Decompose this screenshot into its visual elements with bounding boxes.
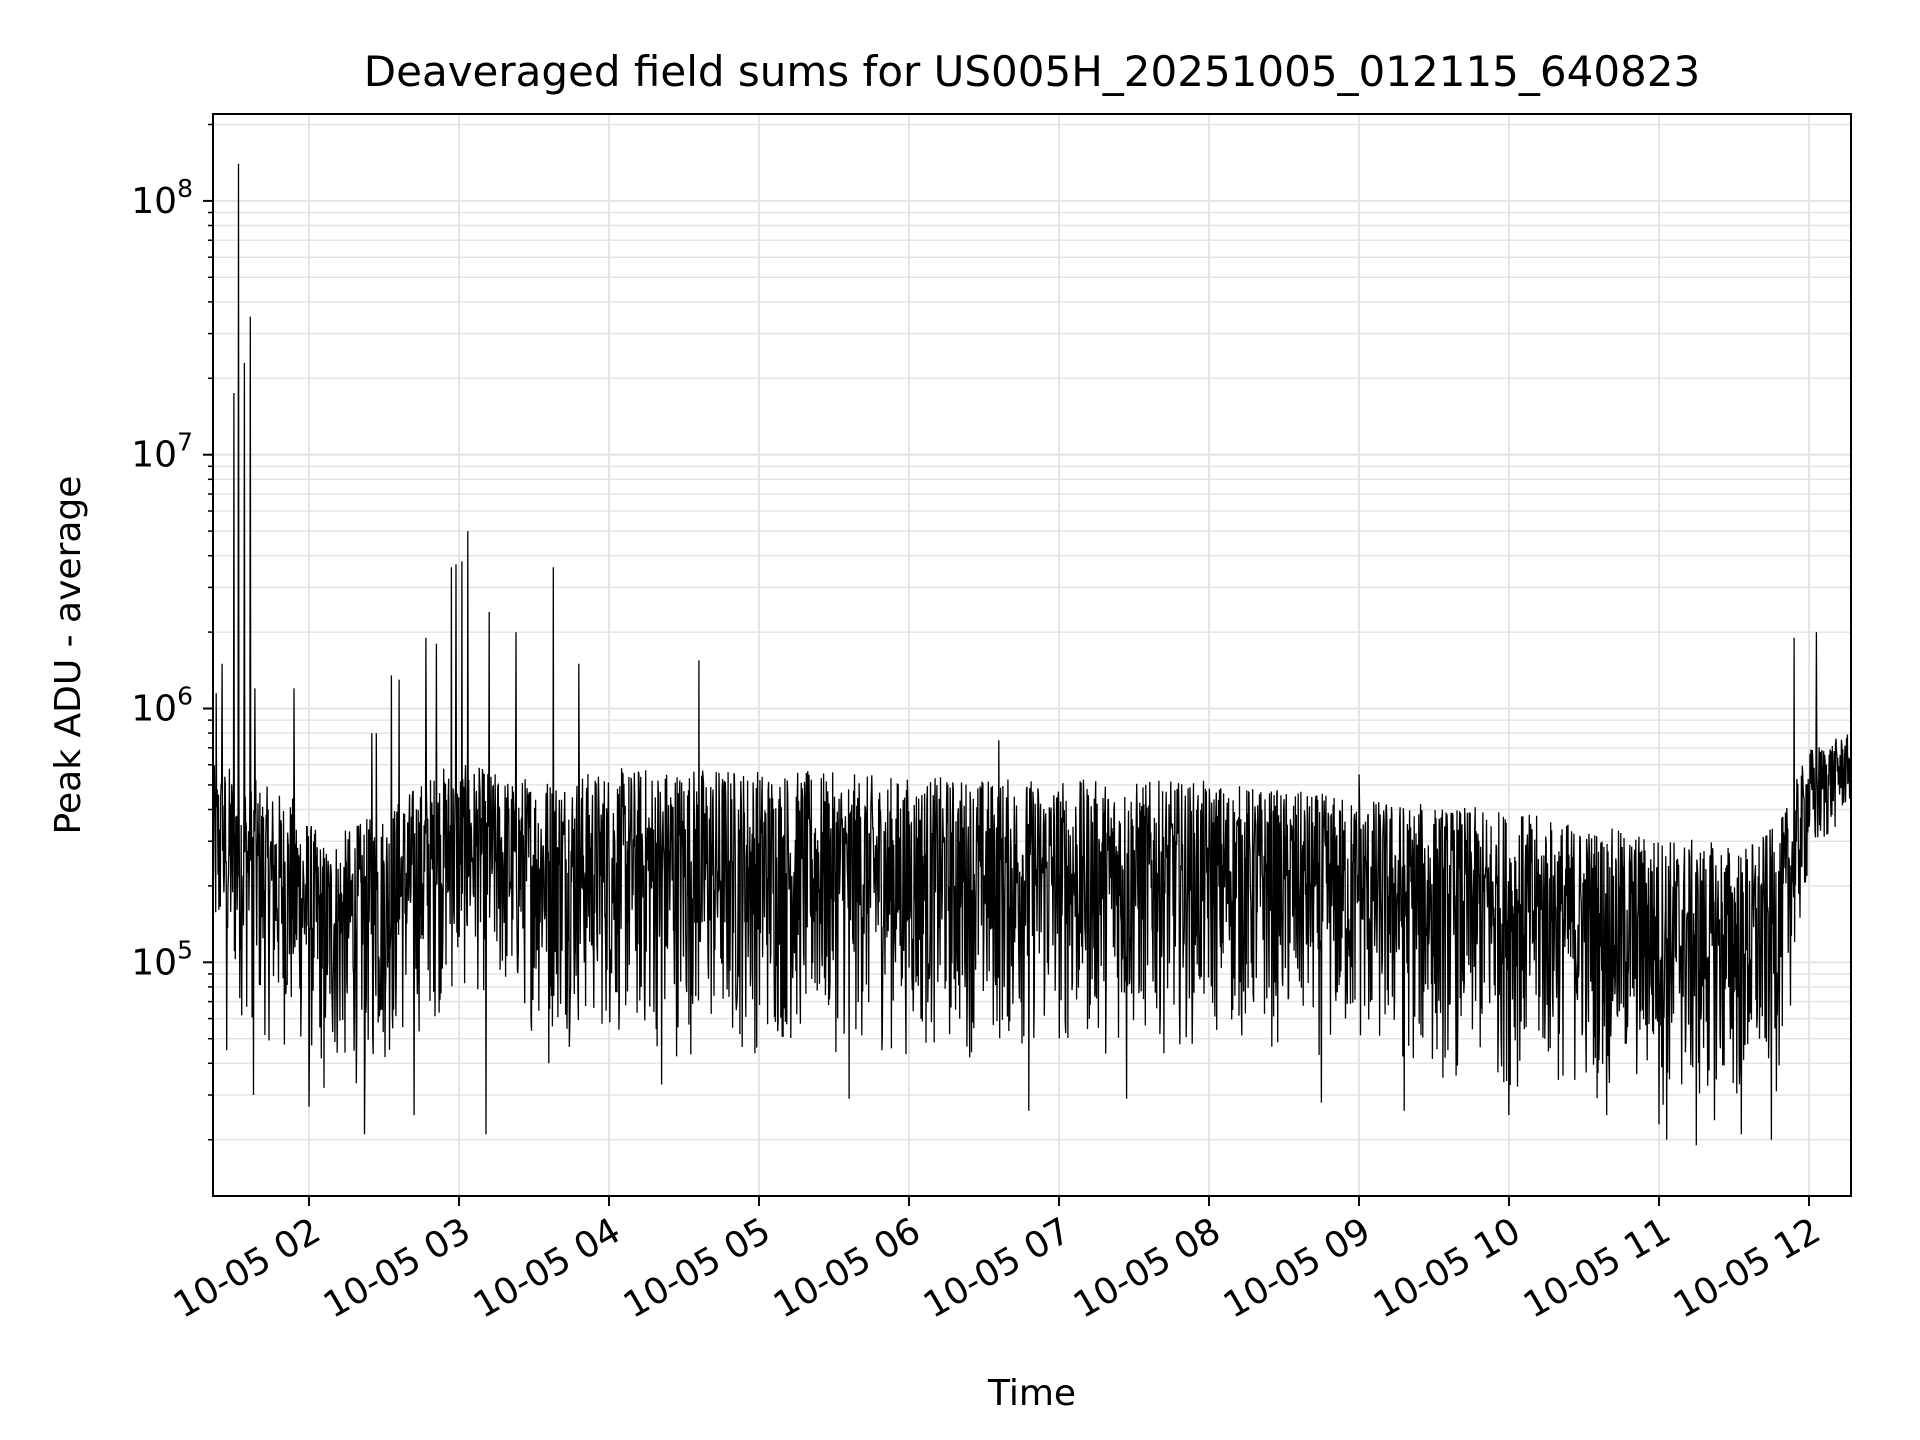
- plot-frame: [212, 113, 1852, 1197]
- chart-title: Deaveraged field sums for US005H_2025100…: [364, 47, 1700, 96]
- y-axis-label: Peak ADU - average: [48, 476, 89, 835]
- y-tick-label: 108: [131, 174, 193, 222]
- y-tick-label: 105: [131, 935, 193, 983]
- series-group: [212, 163, 1852, 1146]
- y-tick-label: 107: [131, 428, 193, 476]
- y-tick-label: 106: [131, 682, 193, 730]
- series-line-deaveraged-field-sum: [212, 163, 1852, 1146]
- x-axis-label: Time: [987, 1373, 1076, 1414]
